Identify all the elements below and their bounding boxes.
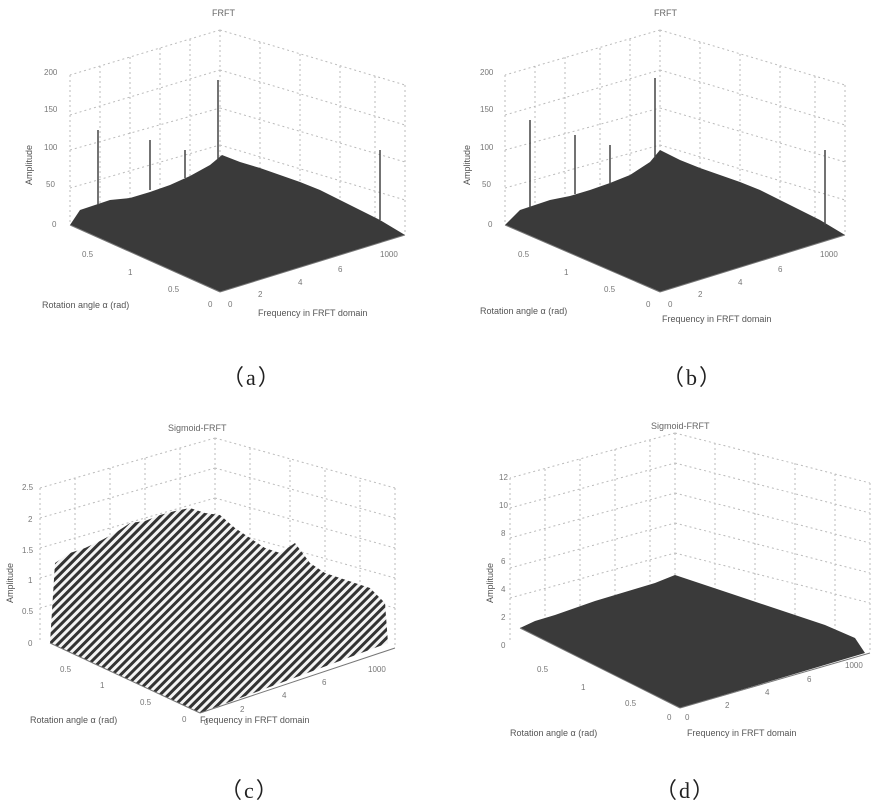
panel-a-caption: （a） [222, 365, 282, 390]
panel-b-caption: （b） [662, 365, 724, 390]
panel-b-ytick: 150 [480, 105, 494, 114]
panel-c-ytick: 1 [28, 576, 33, 585]
panel-b-title: FRFT [654, 8, 677, 18]
panel-b-ftick: 1000 [820, 250, 838, 259]
panel-a-ftick: 2 [258, 290, 263, 299]
panel-b-ylabel: Amplitude [462, 144, 472, 185]
panel-c-atick: 0.5 [60, 665, 72, 674]
panel-c-xlabel: Rotation angle α (rad) [30, 715, 118, 725]
panel-b-ftick: 6 [778, 265, 783, 274]
panel-a-ytick: 100 [44, 143, 58, 152]
panel-c-ytick: 2 [28, 515, 33, 524]
panel-d-atick: 0.5 [625, 699, 637, 708]
panel-a-atick: 0 [208, 300, 213, 309]
panel-c-caption: （c） [220, 778, 280, 803]
panel-d-ylabel: Amplitude [485, 562, 495, 603]
panel-a-ytick: 50 [46, 180, 55, 189]
panel-a-ftick: 4 [298, 278, 303, 287]
panel-c-title: Sigmoid-FRFT [168, 423, 227, 433]
panel-d-atick: 0 [667, 713, 672, 722]
panel-c: Sigmoid-FRFT Amplitude 2.5 2 1.5 1 0.5 0… [0, 403, 445, 806]
panel-d-ytick: 4 [501, 585, 506, 594]
panel-d-title: Sigmoid-FRFT [651, 421, 710, 431]
panel-b-atick: 0.5 [518, 250, 530, 259]
panel-b-ftick: 2 [698, 290, 703, 299]
panel-d-xlabel: Rotation angle α (rad) [510, 728, 598, 738]
panel-b-xlabel: Rotation angle α (rad) [480, 306, 568, 316]
panel-c-ytick: 2.5 [22, 483, 34, 492]
panel-d-ftick: 1000 [845, 661, 863, 670]
panel-c-ftick: 0 [204, 718, 209, 727]
panel-a-zlabel: Frequency in FRFT domain [258, 308, 368, 318]
panel-a-title: FRFT [212, 8, 235, 18]
panel-b-atick: 0 [646, 300, 651, 309]
panel-b-plot [504, 29, 846, 293]
panel-c-ftick: 4 [282, 691, 287, 700]
panel-b-ytick: 50 [482, 180, 491, 189]
panel-d-ytick: 2 [501, 613, 506, 622]
panel-d-ftick: 6 [807, 675, 812, 684]
panel-a-ytick: 150 [44, 105, 58, 114]
panel-b-ftick: 0 [668, 300, 673, 309]
panel-b-ytick: 0 [488, 220, 493, 229]
panel-d-ftick: 0 [685, 713, 690, 722]
panel-d-zlabel: Frequency in FRFT domain [687, 728, 797, 738]
panel-d-ftick: 2 [725, 701, 730, 710]
panel-d-caption: （d） [655, 778, 717, 803]
panel-c-atick: 0.5 [140, 698, 152, 707]
panel-a-plot [69, 29, 406, 293]
panel-b-ytick: 200 [480, 68, 494, 77]
panel-a-atick: 0.5 [82, 250, 94, 259]
panel-c-zlabel: Frequency in FRFT domain [200, 715, 310, 725]
panel-d-plot [509, 432, 871, 709]
panel-b-ytick: 100 [480, 143, 494, 152]
panel-b-ftick: 4 [738, 278, 743, 287]
panel-a-ylabel: Amplitude [24, 144, 34, 185]
panel-d: Sigmoid-FRFT Amplitude 12 10 8 6 4 2 0 0… [445, 403, 890, 806]
panel-b-atick: 0.5 [604, 285, 616, 294]
panel-a-ytick: 0 [52, 220, 57, 229]
panel-c-ftick: 6 [322, 678, 327, 687]
panel-c-atick: 1 [100, 681, 105, 690]
panel-d-ftick: 4 [765, 688, 770, 697]
panel-d-ytick: 8 [501, 529, 506, 538]
panel-a-atick: 0.5 [168, 285, 180, 294]
panel-c-ytick: 0 [28, 639, 33, 648]
panel-d-ytick: 12 [499, 473, 508, 482]
panel-d-ytick: 10 [499, 501, 508, 510]
panel-c-atick: 0 [182, 715, 187, 724]
panel-a-ftick: 1000 [380, 250, 398, 259]
panel-c-ylabel: Amplitude [5, 562, 15, 603]
panel-c-ytick: 0.5 [22, 607, 34, 616]
panel-d-ytick: 0 [501, 641, 506, 650]
panel-a-xlabel: Rotation angle α (rad) [42, 300, 130, 310]
panel-a: FRFT Amplitude 200 150 100 50 0 0.5 1 0.… [0, 0, 445, 403]
panel-c-ytick: 1.5 [22, 546, 34, 555]
panel-b: FRFT Amplitude 200 150 100 50 0 0.5 1 0.… [440, 0, 885, 403]
panel-d-ytick: 6 [501, 557, 506, 566]
panel-b-zlabel: Frequency in FRFT domain [662, 314, 772, 324]
panel-c-ftick: 2 [240, 705, 245, 714]
panel-b-atick: 1 [564, 268, 569, 277]
panel-c-plot [39, 437, 396, 714]
panel-c-ftick: 1000 [368, 665, 386, 674]
panel-a-ytick: 200 [44, 68, 58, 77]
panel-d-atick: 1 [581, 683, 586, 692]
panel-a-ftick: 0 [228, 300, 233, 309]
panel-a-ftick: 6 [338, 265, 343, 274]
panel-a-atick: 1 [128, 268, 133, 277]
panel-d-atick: 0.5 [537, 665, 549, 674]
